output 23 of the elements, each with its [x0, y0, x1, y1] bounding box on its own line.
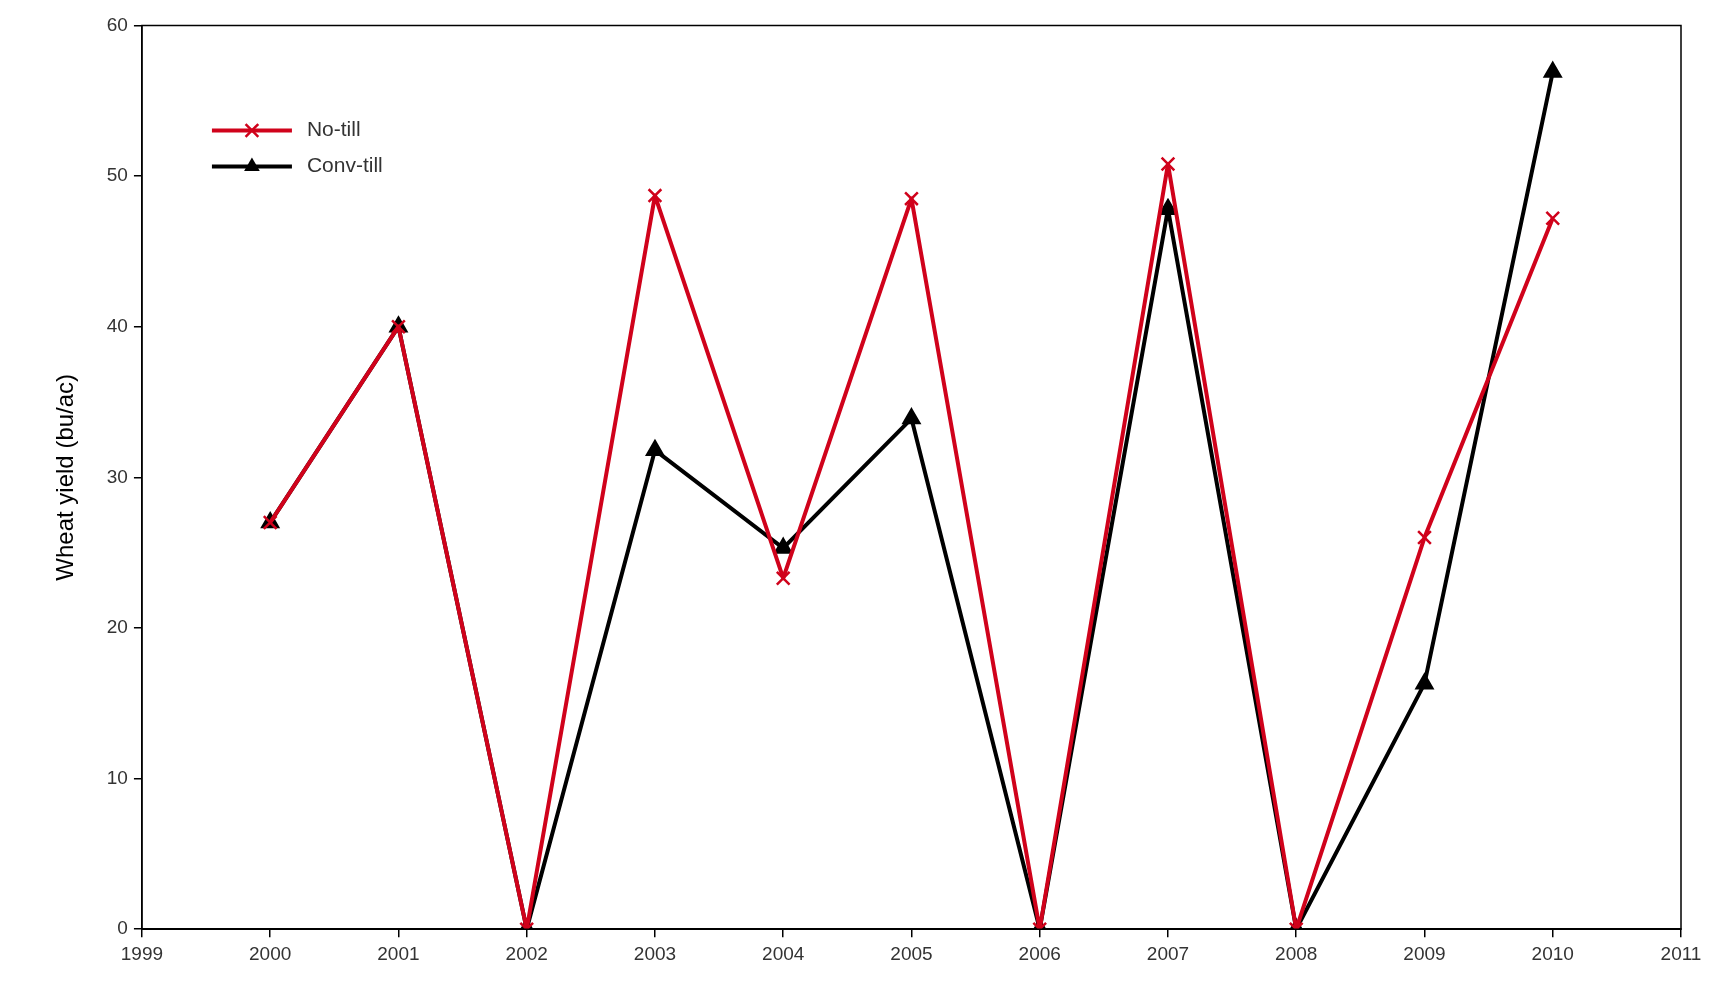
x-tick-label: 2010: [1531, 942, 1574, 964]
x-tick-label: 2002: [505, 942, 548, 964]
x-tick-label: 2011: [1660, 942, 1702, 964]
x-tick-label: 2004: [762, 942, 805, 964]
y-tick-label: 30: [106, 465, 128, 487]
y-tick-label: 20: [106, 616, 128, 638]
x-tick-label: 2007: [1146, 942, 1190, 964]
x-tick-label: 2003: [633, 942, 677, 964]
y-tick-label: 50: [106, 164, 128, 186]
x-tick-label: 2000: [249, 942, 292, 964]
x-tick-label: 2008: [1275, 942, 1318, 964]
legend-label: No-till: [306, 117, 361, 141]
x-tick-label: 2005: [890, 942, 933, 964]
y-axis-title: Wheat yield (bu/ac): [51, 373, 79, 581]
y-tick-label: 10: [106, 766, 128, 788]
legend-label: Conv-till: [306, 153, 383, 177]
x-tick-label: 1999: [120, 942, 164, 964]
x-tick-label: 2009: [1403, 942, 1446, 964]
y-tick-label: 40: [106, 314, 128, 336]
y-tick-label: 60: [106, 13, 128, 35]
y-tick-label: 0: [117, 917, 128, 939]
x-tick-label: 2006: [1018, 942, 1061, 964]
x-tick-label: 2001: [377, 942, 420, 964]
